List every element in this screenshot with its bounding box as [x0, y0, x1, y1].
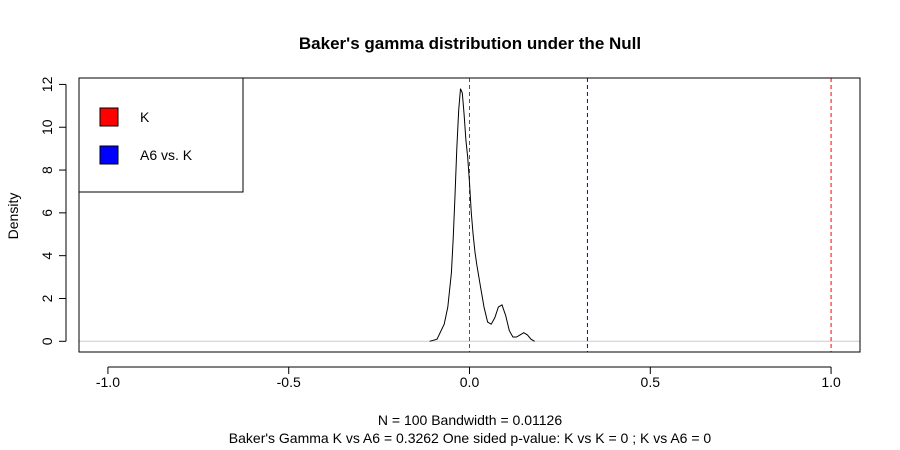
x-axis-label-line1: N = 100 Bandwidth = 0.01126: [378, 412, 562, 428]
legend-swatch-1: [99, 145, 119, 165]
x-tick-label-2: 0.0: [460, 374, 480, 390]
x-tick-label-1: -0.5: [277, 374, 301, 390]
plot-area: [79, 78, 860, 352]
legend-label-1: A6 vs. K: [140, 147, 193, 163]
y-tick-label-4: 8: [39, 166, 55, 174]
axes: -1.0 -0.5 0.0 0.5 1.0 0 2 4 6 8 10 12: [39, 76, 861, 390]
y-tick-label-3: 6: [39, 209, 55, 217]
y-tick-label-0: 0: [39, 337, 55, 345]
x-tick-label-3: 0.5: [641, 374, 661, 390]
y-tick-label-6: 12: [39, 76, 55, 92]
legend: K A6 vs. K: [78, 77, 244, 193]
chart-title: Baker's gamma distribution under the Nul…: [299, 34, 641, 53]
plot-border: [78, 77, 861, 353]
x-tick-label-0: -1.0: [96, 374, 120, 390]
y-tick-label-1: 2: [39, 294, 55, 302]
y-tick-label-5: 10: [39, 119, 55, 135]
legend-label-0: K: [140, 109, 150, 125]
density-curve-0: [429, 88, 535, 342]
y-axis-label: Density: [5, 193, 21, 240]
legend-swatch-0: [99, 107, 119, 127]
x-tick-label-4: 1.0: [821, 374, 841, 390]
legend-box: [78, 77, 244, 193]
y-tick-label-2: 4: [39, 252, 55, 260]
x-axis-label-line2: Baker's Gamma K vs A6 = 0.3262 One sided…: [229, 430, 712, 446]
